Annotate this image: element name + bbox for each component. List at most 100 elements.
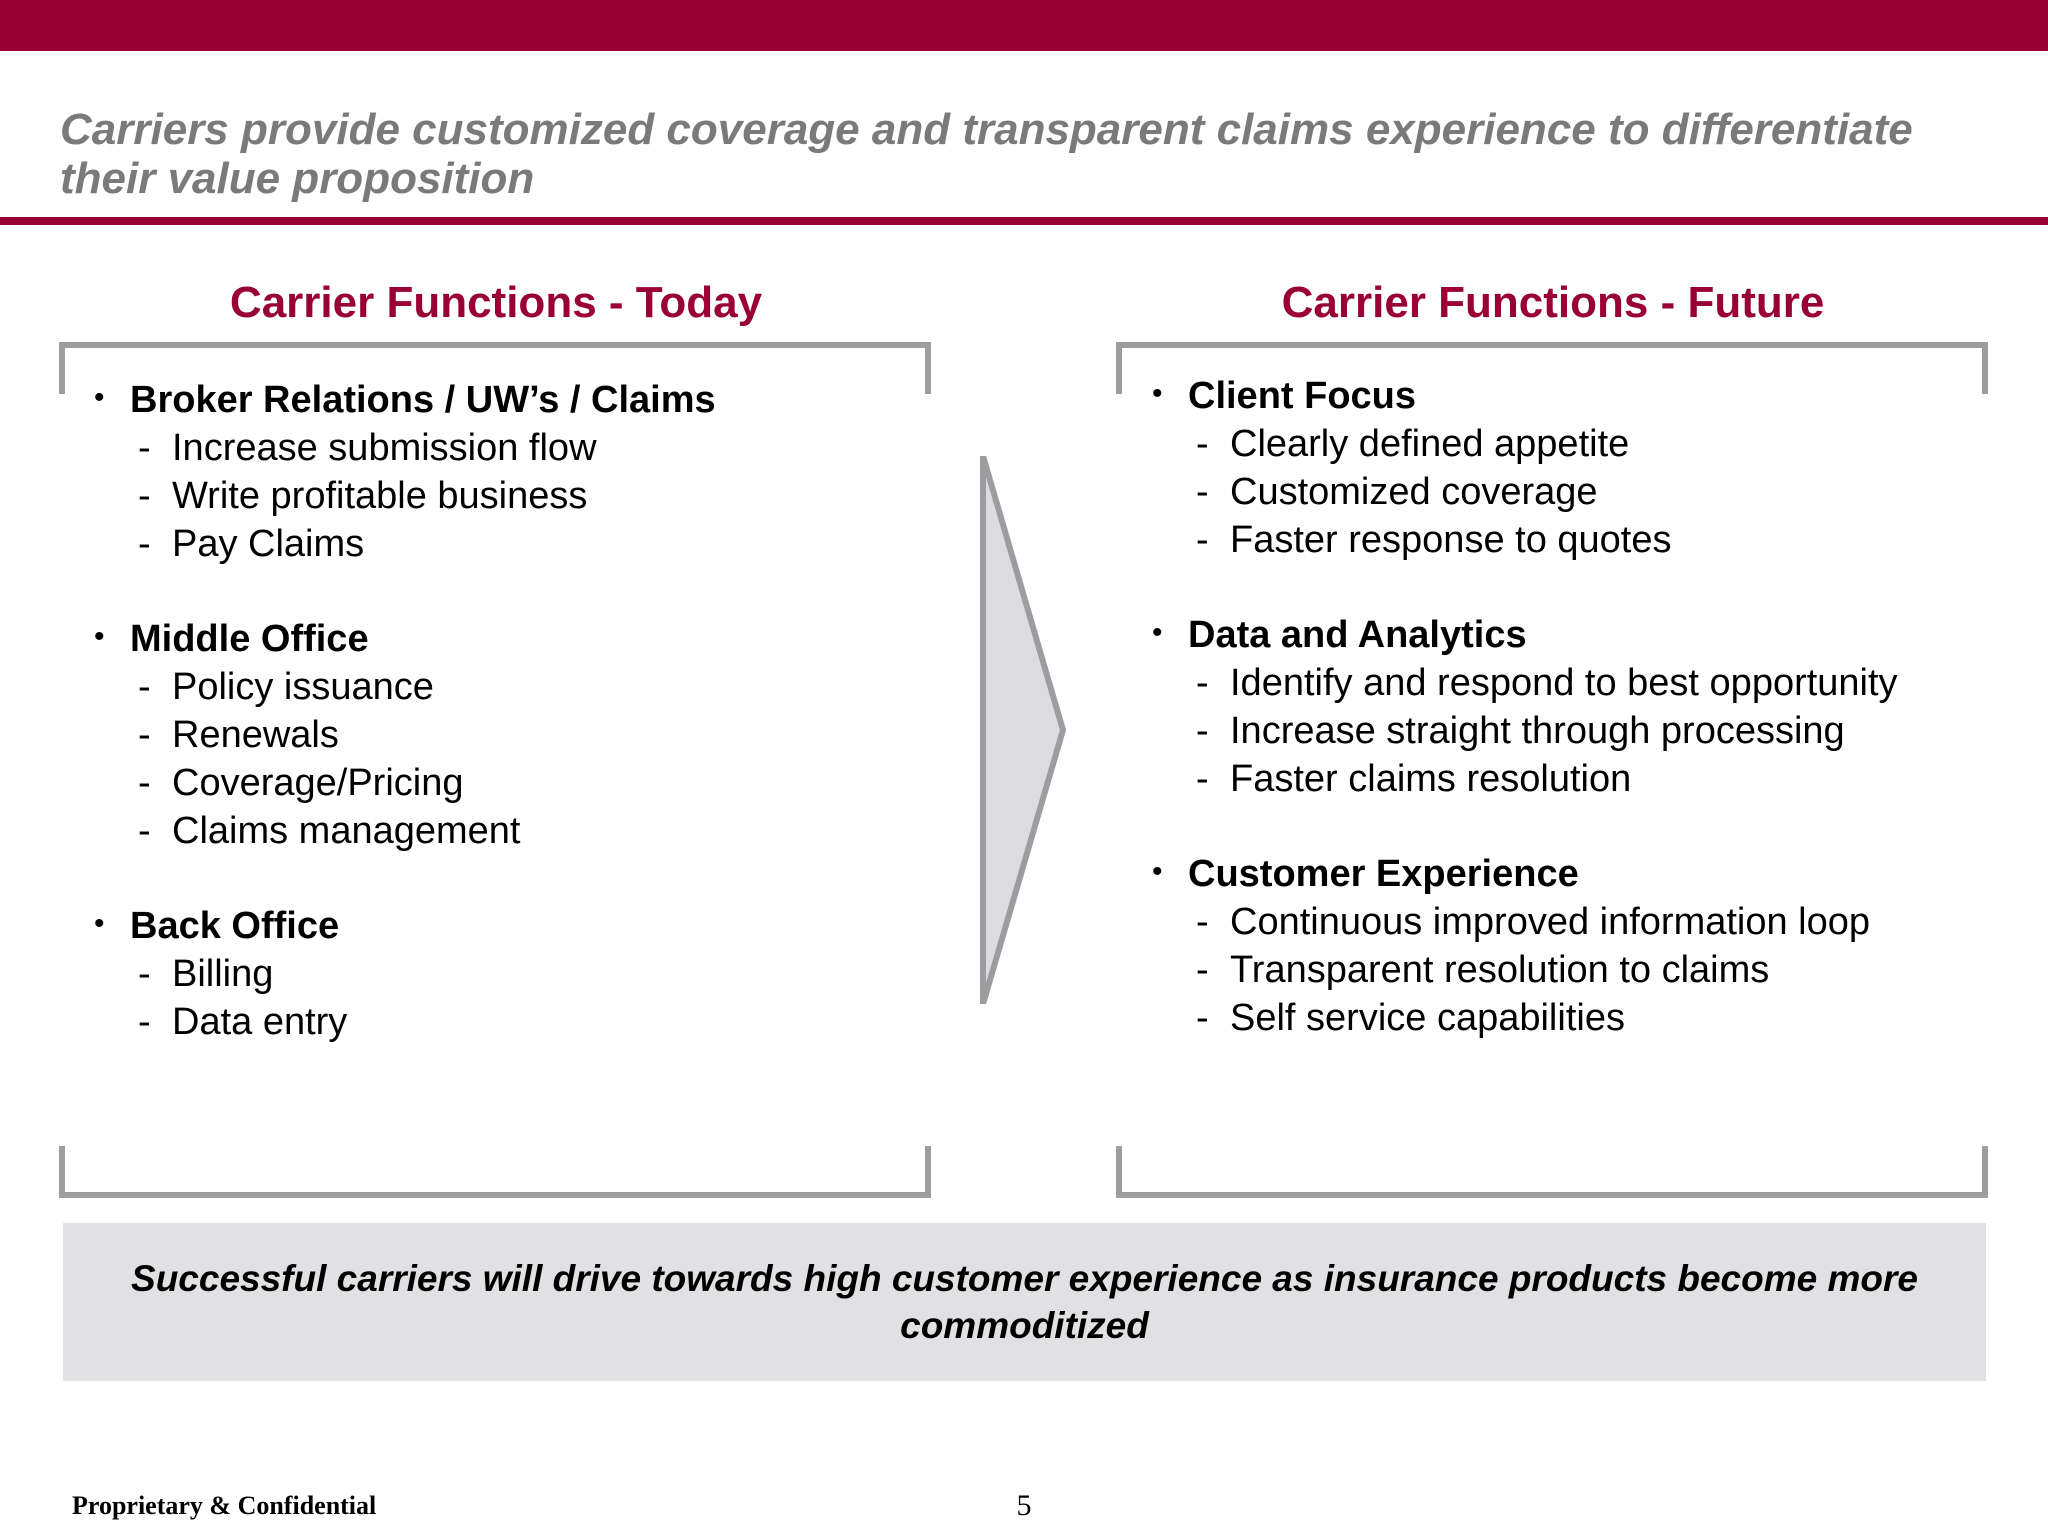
dash-icon: - xyxy=(1196,423,1209,465)
bullet-icon: • xyxy=(94,381,105,414)
today-function-list: • Broker Relations / UW’s / Claims - Incr… xyxy=(90,376,910,1093)
today-group: • Broker Relations / UW’s / Claims - Incr… xyxy=(90,376,910,568)
dash-icon: - xyxy=(1196,519,1209,561)
bullet-icon: • xyxy=(1152,377,1163,410)
list-item: - Self service capabilities xyxy=(1148,994,1998,1042)
sub-list: - Increase submission flow - Write profita… xyxy=(90,424,910,568)
item-label: Policy issuance xyxy=(172,666,434,708)
dash-icon: - xyxy=(1196,949,1209,991)
page-number: 5 xyxy=(1016,1489,1032,1522)
dash-icon: - xyxy=(138,953,151,995)
bullet-icon: • xyxy=(1152,616,1163,649)
sub-list: - Billing - Data entry xyxy=(90,950,910,1046)
future-group: • Customer Experience - Continuous improv… xyxy=(1148,850,1998,1042)
item-label: Faster response to quotes xyxy=(1230,519,1672,561)
item-label: Increase straight through processing xyxy=(1230,710,1845,752)
dash-icon: - xyxy=(138,427,151,469)
group-heading: • Middle Office xyxy=(90,615,910,663)
group-title: Customer Experience xyxy=(1188,853,1579,895)
future-bracket-bottom xyxy=(1116,1146,1988,1198)
key-takeaway-box: Successful carriers will drive towards h… xyxy=(63,1223,1986,1381)
dash-icon: - xyxy=(138,475,151,517)
list-item: - Data entry xyxy=(90,998,910,1046)
sub-list: - Policy issuance - Renewals - Coverage/Pri… xyxy=(90,663,910,855)
group-title: Middle Office xyxy=(130,618,369,660)
group-title: Broker Relations / UW’s / Claims xyxy=(130,379,716,421)
dash-icon: - xyxy=(138,523,151,565)
group-heading: • Broker Relations / UW’s / Claims xyxy=(90,376,910,424)
group-heading: • Client Focus xyxy=(1148,372,1998,420)
dash-icon: - xyxy=(1196,901,1209,943)
today-group: • Middle Office - Policy issuance - Renewa… xyxy=(90,615,910,855)
confidential-notice: Proprietary & Confidential xyxy=(72,1491,377,1520)
chevron-right-icon xyxy=(980,456,1067,1004)
dash-icon: - xyxy=(138,810,151,852)
list-item: - Coverage/Pricing xyxy=(90,759,910,807)
item-label: Coverage/Pricing xyxy=(172,762,464,804)
arrow-shape xyxy=(980,456,1067,1004)
group-title: Back Office xyxy=(130,905,340,947)
list-item: - Customized coverage xyxy=(1148,468,1998,516)
group-heading: • Customer Experience xyxy=(1148,850,1998,898)
list-item: - Increase straight through processing xyxy=(1148,707,1998,755)
list-item: - Policy issuance xyxy=(90,663,910,711)
future-heading: Carrier Functions - Future xyxy=(1281,278,1825,327)
today-heading: Carrier Functions - Today xyxy=(229,278,763,327)
top-brand-bar xyxy=(0,0,2048,51)
group-title: Client Focus xyxy=(1188,375,1417,417)
title-divider xyxy=(0,217,2048,225)
bullet-icon: • xyxy=(94,620,105,653)
future-group: • Data and Analytics - Identify and respo… xyxy=(1148,611,1998,803)
dash-icon: - xyxy=(138,714,151,756)
today-group: • Back Office - Billing - Data entry xyxy=(90,902,910,1046)
item-label: Increase submission flow xyxy=(172,427,597,469)
future-bracket-top xyxy=(1116,342,1988,394)
list-item: - Claims management xyxy=(90,807,910,855)
item-label: Continuous improved information loop xyxy=(1230,901,1871,943)
dash-icon: - xyxy=(1196,662,1209,704)
list-item: - Faster response to quotes xyxy=(1148,516,1998,564)
group-heading: • Back Office xyxy=(90,902,910,950)
list-item: - Pay Claims xyxy=(90,520,910,568)
item-label: Claims management xyxy=(172,810,521,852)
dash-icon: - xyxy=(138,666,151,708)
list-item: - Renewals xyxy=(90,711,910,759)
item-label: Billing xyxy=(172,953,274,995)
list-item: - Increase submission flow xyxy=(90,424,910,472)
list-item: - Faster claims resolution xyxy=(1148,755,1998,803)
today-bracket-top xyxy=(59,342,931,394)
dash-icon: - xyxy=(1196,997,1209,1039)
bullet-icon: • xyxy=(1152,855,1163,888)
item-label: Data entry xyxy=(172,1001,348,1043)
item-label: Transparent resolution to claims xyxy=(1230,949,1770,991)
list-item: - Identify and respond to best opportunit… xyxy=(1148,659,1998,707)
item-label: Pay Claims xyxy=(172,523,365,565)
item-label: Renewals xyxy=(172,714,339,756)
list-item: - Transparent resolution to claims xyxy=(1148,946,1998,994)
item-label: Clearly defined appetite xyxy=(1230,423,1630,465)
future-group: • Client Focus - Clearly defined appetite… xyxy=(1148,372,1998,564)
today-bracket-bottom xyxy=(59,1146,931,1198)
list-item: - Billing xyxy=(90,950,910,998)
sub-list: - Continuous improved information loop -T… xyxy=(1148,898,1998,1042)
group-heading: • Data and Analytics xyxy=(1148,611,1998,659)
item-label: Customized coverage xyxy=(1230,471,1598,513)
sub-list: - Clearly defined appetite - Customized co… xyxy=(1148,420,1998,564)
dash-icon: - xyxy=(138,762,151,804)
slide-title: Carriers provide customized coverage and… xyxy=(60,105,1913,203)
key-takeaway-text: Successful carriers will drive towards h… xyxy=(131,1258,1918,1346)
item-label: Write profitable business xyxy=(172,475,588,517)
bullet-icon: • xyxy=(94,907,105,940)
dash-icon: - xyxy=(1196,710,1209,752)
item-label: Self service capabilities xyxy=(1230,997,1625,1039)
dash-icon: - xyxy=(1196,471,1209,513)
sub-list: - Identify and respond to best opportunit… xyxy=(1148,659,1998,803)
list-item: - Write profitable business xyxy=(90,472,910,520)
group-title: Data and Analytics xyxy=(1188,614,1527,656)
item-label: Identify and respond to best opportunity xyxy=(1230,662,1898,704)
dash-icon: - xyxy=(1196,758,1209,800)
list-item: - Clearly defined appetite xyxy=(1148,420,1998,468)
dash-icon: - xyxy=(138,1001,151,1043)
list-item: - Continuous improved information loop xyxy=(1148,898,1998,946)
item-label: Faster claims resolution xyxy=(1230,758,1632,800)
